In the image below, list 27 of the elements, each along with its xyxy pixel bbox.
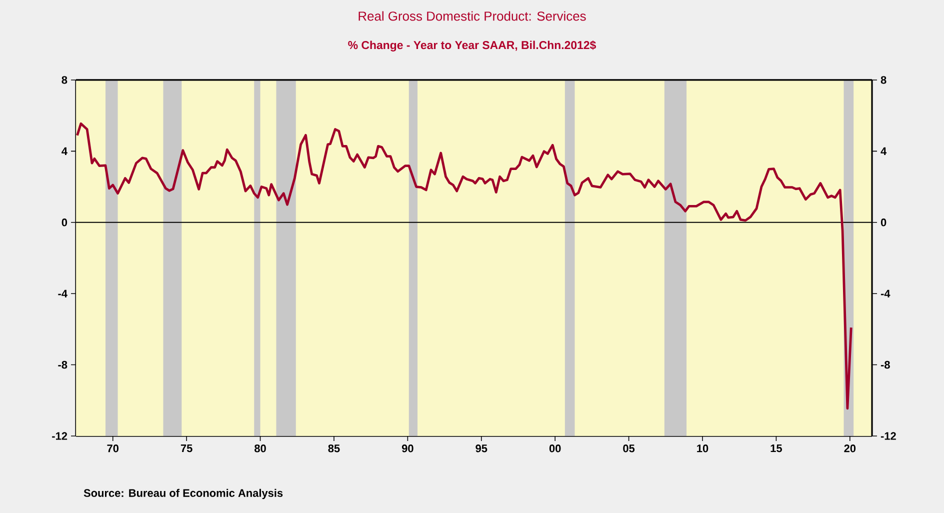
x-tick-label: 20 [844, 444, 856, 452]
y2-tick-label: 0 [880, 218, 886, 226]
x-tick-label: 05 [623, 444, 635, 452]
x-tick-label: 95 [476, 444, 488, 452]
x-tick-label: 15 [770, 444, 782, 452]
x-tick-label: 85 [328, 444, 340, 452]
x-tick-label: 10 [697, 444, 708, 452]
x-tick-label: 00 [549, 444, 561, 452]
y2-tick-label: -4 [880, 290, 890, 298]
x-tick-label: 70 [107, 444, 118, 452]
y-tick-label: -12 [52, 432, 68, 440]
y-tick-label: 8 [62, 76, 68, 84]
y2-tick-label: 4 [880, 147, 887, 155]
y-tick-label: -4 [58, 290, 68, 298]
x-tick-label: 80 [254, 444, 266, 452]
chart-title: Real Gross Domestic Product: Services [358, 11, 586, 21]
y-tick-label: 0 [62, 218, 68, 226]
x-tick-label: 90 [402, 444, 414, 452]
y2-tick-label: -8 [880, 360, 890, 369]
source-note: Source: Bureau of Economic Analysis [84, 488, 283, 500]
y-tick-label: -8 [58, 360, 68, 369]
line-series [76, 122, 852, 410]
y2-tick-label: -12 [880, 432, 896, 440]
y-tick-label: 4 [62, 147, 68, 155]
x-tick-label: 75 [180, 444, 192, 452]
y2-tick-label: 8 [880, 76, 886, 84]
chart-subtitle: % Change - Year to Year SAAR, Bil.Chn.2012$ [348, 40, 596, 52]
